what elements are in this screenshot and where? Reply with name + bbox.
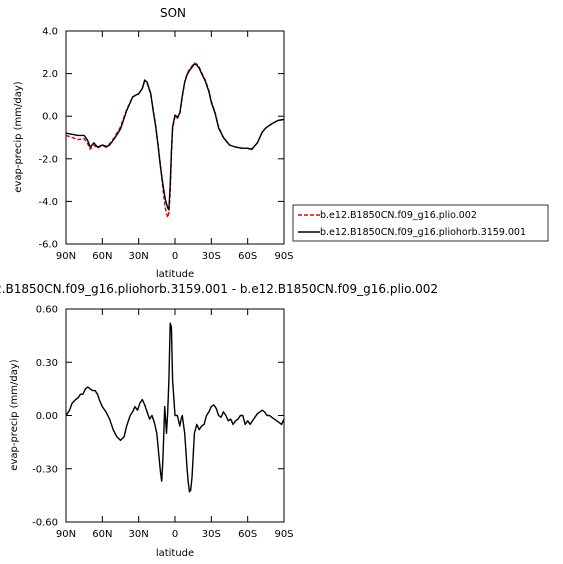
- x-tick-label: 30S: [202, 251, 221, 262]
- chart1-plot-frame: [65, 30, 285, 245]
- chart-difference: b.e12.B1850CN.f09_g16.pliohorb.3159.001 …: [0, 282, 438, 559]
- x-tick-label: 30S: [202, 529, 221, 540]
- legend-box: [292, 204, 549, 242]
- x-tick-label: 90N: [56, 251, 76, 262]
- chart1-y-axis: 4.0 2.0 0.0 -2.0 -4.0 -6.0: [38, 27, 284, 251]
- series-line-0: [65, 62, 285, 219]
- x-tick-label: 60N: [92, 529, 112, 540]
- y-tick-label: 0.30: [36, 358, 58, 369]
- y-tick-label: 4.0: [42, 27, 58, 38]
- series-line-0: [65, 322, 285, 493]
- chart2-y-axis-title: evap-precip (mm/day): [9, 359, 20, 470]
- chart2-x-axis-title: latitude: [156, 548, 194, 559]
- x-tick-label: 90S: [274, 251, 293, 262]
- y-tick-label: -2.0: [38, 154, 58, 165]
- legend-label-pliohorb-3159-001: b.e12.B1850CN.f09_g16.pliohorb.3159.001: [320, 227, 526, 238]
- chart1-legend: b.e12.B1850CN.f09_g16.plio.002 b.e12.B18…: [292, 204, 549, 242]
- chart-son-evap-precip: SON 4.0 2.0 0.0 -2.0 -4.0 -6.0 90N 60N 30N 0 30S 6…: [13, 6, 549, 280]
- legend-label-plio-002: b.e12.B1850CN.f09_g16.plio.002: [320, 210, 477, 221]
- y-tick-label: -0.60: [32, 518, 58, 529]
- y-tick-label: -6.0: [38, 240, 58, 251]
- x-tick-label: 0: [172, 251, 178, 262]
- y-tick-label: 2.0: [42, 69, 58, 80]
- x-tick-label: 60N: [92, 251, 112, 262]
- x-tick-label: 90N: [56, 529, 76, 540]
- chart1-y-axis-title: evap-precip (mm/day): [13, 81, 24, 192]
- chart2-y-axis: 0.60 0.30 0.00 -0.30 -0.60: [32, 305, 284, 529]
- chart2-title: b.e12.B1850CN.f09_g16.pliohorb.3159.001 …: [0, 282, 438, 296]
- x-tick-label: 60S: [238, 529, 257, 540]
- chart2-x-axis: 90N 60N 30N 0 30S 60S 90S: [56, 309, 294, 540]
- chart2-series-lines: [65, 322, 285, 493]
- x-tick-label: 0: [172, 529, 178, 540]
- y-tick-label: 0.0: [42, 112, 58, 123]
- chart1-x-axis-title: latitude: [156, 269, 194, 280]
- x-tick-label: 30N: [129, 251, 149, 262]
- y-tick-label: -4.0: [38, 197, 58, 208]
- y-tick-label: -0.30: [32, 464, 58, 475]
- x-tick-label: 30N: [129, 529, 149, 540]
- x-tick-label: 90S: [274, 529, 293, 540]
- y-tick-label: 0.60: [36, 305, 58, 316]
- chart1-title: SON: [160, 6, 186, 20]
- chart1-x-axis: 90N 60N 30N 0 30S 60S 90S: [56, 31, 294, 262]
- x-tick-label: 60S: [238, 251, 257, 262]
- y-tick-label: 0.00: [36, 411, 58, 422]
- chart1-series-lines: [65, 62, 285, 219]
- series-line-1: [65, 63, 285, 211]
